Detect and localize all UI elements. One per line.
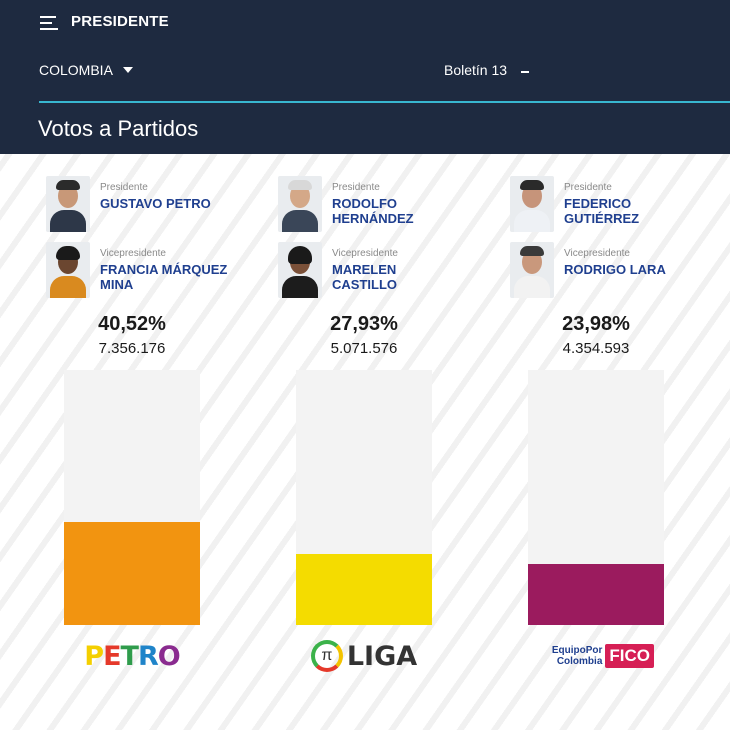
candidate-photo: [46, 242, 90, 298]
vote-bar-fill: [528, 563, 664, 625]
candidate-name: RODOLFO HERNÁNDEZ: [332, 196, 414, 226]
candidate-name: MARELEN CASTILLO: [332, 262, 397, 292]
candidate-name: FEDERICO GUTIÉRREZ: [564, 196, 640, 226]
results-panel: Presidente GUSTAVO PETRO Vicepresidente …: [0, 154, 730, 730]
role-label: Vicepresidente: [332, 248, 398, 259]
candidate-column: Presidente RODOLFO HERNÁNDEZ Vicepreside…: [278, 154, 510, 730]
president-card[interactable]: Presidente FEDERICO GUTIÉRREZ: [510, 176, 694, 232]
chevron-down-icon: [521, 71, 530, 73]
candidate-name: FRANCIA MÁRQUEZ MINA: [100, 262, 228, 292]
vice-president-card[interactable]: Vicepresidente RODRIGO LARA: [510, 242, 666, 298]
candidate-name: GUSTAVO PETRO: [100, 196, 211, 211]
pi-icon: π: [310, 640, 343, 672]
vote-percentage: 27,93%: [330, 313, 398, 335]
candidate-name: RODRIGO LARA: [564, 262, 666, 277]
vote-count: 7.356.176: [98, 340, 166, 357]
vote-percentage: 23,98%: [562, 313, 630, 335]
president-card[interactable]: Presidente GUSTAVO PETRO: [46, 176, 211, 232]
role-label: Presidente: [332, 182, 380, 193]
candidate-column: Presidente FEDERICO GUTIÉRREZ Vicepresid…: [510, 154, 730, 730]
vote-bar: [528, 370, 664, 625]
role-label: Presidente: [564, 182, 612, 193]
logo-text: FICO: [605, 644, 654, 668]
country-label: COLOMBIA: [39, 62, 113, 78]
party-logo-liga: π LIGA: [306, 637, 422, 675]
logo-text: LIGA: [346, 640, 418, 672]
hamburger-menu-icon[interactable]: [40, 13, 60, 33]
candidate-photo: [278, 176, 322, 232]
party-logo-fico: EquipoPor Colombia FICO: [538, 637, 654, 675]
vice-president-card[interactable]: Vicepresidente FRANCIA MÁRQUEZ MINA: [46, 242, 230, 298]
caret-down-icon: [122, 67, 133, 73]
vote-count: 5.071.576: [330, 340, 398, 357]
vote-bar: [64, 370, 200, 625]
vote-percentage: 40,52%: [98, 313, 166, 335]
country-dropdown[interactable]: COLOMBIA: [39, 62, 133, 78]
role-label: Presidente: [100, 182, 148, 193]
page-title: Votos a Partidos: [38, 116, 199, 141]
bulletin-label: Boletín 13: [444, 62, 508, 78]
president-card[interactable]: Presidente RODOLFO HERNÁNDEZ: [278, 176, 462, 232]
logo-subtext: EquipoPor Colombia: [551, 645, 603, 667]
candidate-column: Presidente GUSTAVO PETRO Vicepresidente …: [46, 154, 278, 730]
candidate-photo: [510, 242, 554, 298]
header-divider: [39, 101, 730, 103]
role-label: Vicepresidente: [100, 248, 166, 259]
bulletin-dropdown[interactable]: Boletín 13: [444, 62, 530, 78]
role-label: Vicepresidente: [564, 248, 630, 259]
candidate-photo: [278, 242, 322, 298]
vote-count: 4.354.593: [562, 340, 630, 357]
candidate-photo: [510, 176, 554, 232]
top-header: PRESIDENTE COLOMBIA Boletín 13 Votos a P…: [0, 0, 730, 154]
vote-bar-fill: [64, 521, 200, 625]
vice-president-card[interactable]: Vicepresidente MARELEN CASTILLO: [278, 242, 462, 298]
candidate-photo: [46, 176, 90, 232]
section-title: PRESIDENTE: [71, 13, 169, 30]
vote-bar: [296, 370, 432, 625]
vote-bar-fill: [296, 553, 432, 625]
